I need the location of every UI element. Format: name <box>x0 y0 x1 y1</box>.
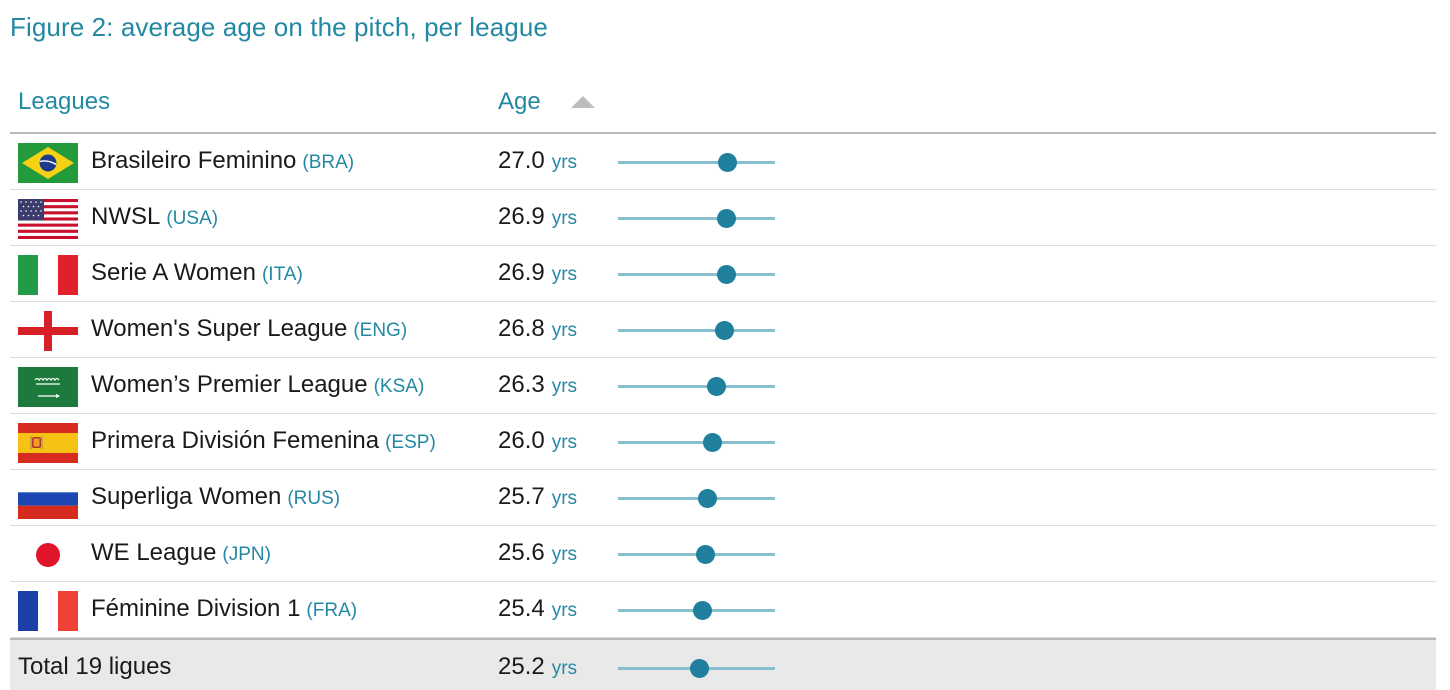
table-row: Brasileiro Feminino (BRA) 27.0 yrs <box>10 134 1436 190</box>
age-dot <box>718 153 738 172</box>
league-name: Superliga Women (RUS) <box>91 483 341 510</box>
flag-ita-icon <box>18 255 78 295</box>
league-name: Primera División Femenina (ESP) <box>91 427 436 454</box>
age-dot <box>690 659 710 678</box>
age-dot <box>698 489 717 508</box>
flag-jpn-icon <box>18 535 78 575</box>
league-name: Women’s Premier League (KSA) <box>91 371 425 398</box>
age-track <box>618 209 775 228</box>
header-divider <box>10 132 1436 134</box>
age-value: 25.6 yrs <box>498 539 578 566</box>
flag-usa-icon <box>18 199 78 239</box>
flag-fra-icon <box>18 591 78 631</box>
league-name: Brasileiro Feminino (BRA) <box>91 147 355 174</box>
figure-title: Figure 2: average age on the pitch, per … <box>10 12 548 42</box>
table-row: Serie A Women (ITA) 26.9 yrs <box>10 246 1436 302</box>
age-value: 25.7 yrs <box>498 483 578 510</box>
league-name: NWSL (USA) <box>91 203 219 230</box>
league-name: WE League (JPN) <box>91 539 271 566</box>
age-value: 27.0 yrs <box>498 147 578 174</box>
league-name: Serie A Women (ITA) <box>91 259 303 286</box>
age-track <box>618 659 775 678</box>
age-value: 25.2 yrs <box>498 653 578 680</box>
sort-ascending-icon[interactable] <box>571 96 595 108</box>
age-dot <box>693 601 713 620</box>
total-label: Total 19 ligues <box>18 653 172 680</box>
table-row: Superliga Women (RUS) 25.7 yrs <box>10 470 1436 526</box>
column-header-age[interactable]: Age <box>498 88 541 115</box>
table-row: NWSL (USA) 26.9 yrs <box>10 190 1436 246</box>
age-dot <box>702 433 722 452</box>
league-name: Féminine Division 1 (FRA) <box>91 595 358 622</box>
age-value: 26.0 yrs <box>498 427 578 454</box>
age-dot <box>715 321 735 340</box>
age-dot <box>696 545 716 564</box>
league-name: Women's Super League (ENG) <box>91 315 408 342</box>
age-track <box>618 489 775 508</box>
table-row: WE League (JPN) 25.6 yrs <box>10 526 1436 582</box>
age-value: 25.4 yrs <box>498 595 578 622</box>
age-value: 26.9 yrs <box>498 203 578 230</box>
age-track <box>618 321 775 340</box>
flag-ksa-icon <box>18 367 78 407</box>
age-track <box>618 153 775 172</box>
age-track <box>618 377 775 396</box>
age-dot <box>707 377 727 396</box>
age-value: 26.9 yrs <box>498 259 578 286</box>
age-track <box>618 433 775 452</box>
league-table: Brasileiro Feminino (BRA) 27.0 yrs NWSL (US… <box>10 134 1436 690</box>
age-dot <box>716 209 736 228</box>
age-track <box>618 601 775 620</box>
age-value: 26.8 yrs <box>498 315 578 342</box>
table-row: Women's Super League (ENG) 26.8 yrs <box>10 302 1436 358</box>
age-dot <box>716 265 736 284</box>
total-row: Total 19 ligues 25.2 yrs <box>10 638 1436 690</box>
table-row: Women’s Premier League (KSA) 26.3 yrs <box>10 358 1436 414</box>
flag-rus-icon <box>18 479 78 519</box>
flag-eng-icon <box>18 311 78 351</box>
age-track <box>618 265 775 284</box>
age-track <box>618 545 775 564</box>
age-value: 26.3 yrs <box>498 371 578 398</box>
flag-esp-icon <box>18 423 78 463</box>
flag-bra-icon <box>18 143 78 183</box>
table-row: Féminine Division 1 (FRA) 25.4 yrs <box>10 582 1436 638</box>
column-header-leagues[interactable]: Leagues <box>18 88 111 115</box>
table-row: Primera División Femenina (ESP) 26.0 yrs <box>10 414 1436 470</box>
